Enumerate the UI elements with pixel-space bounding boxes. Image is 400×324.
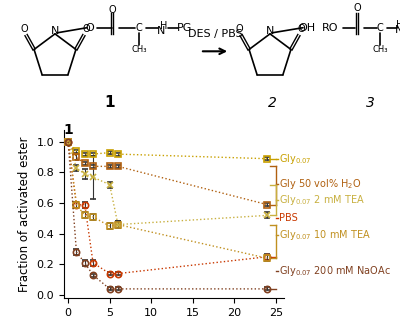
Text: N: N [157,26,165,36]
Text: OH: OH [298,23,316,33]
Text: H: H [396,20,400,29]
Text: N: N [266,26,274,36]
Text: Gly$_{0.07}$: Gly$_{0.07}$ [280,152,312,166]
Text: Gly$_{0.07}$ 10 mM TEA: Gly$_{0.07}$ 10 mM TEA [280,227,371,241]
Text: RO: RO [322,23,338,33]
Text: O: O [86,23,94,33]
Text: 2: 2 [268,96,276,110]
Text: N: N [51,26,59,36]
Text: Gly$_{0.07}$ 2 mM TEA: Gly$_{0.07}$ 2 mM TEA [280,193,365,207]
Text: N: N [395,25,400,35]
Text: PG: PG [177,23,193,33]
Text: 1: 1 [63,123,73,137]
Text: Gly$_{0.07}$ 200 mM NaOAc: Gly$_{0.07}$ 200 mM NaOAc [280,263,391,278]
Text: O: O [297,24,305,34]
Text: C: C [377,23,383,33]
Text: H: H [160,21,168,31]
Y-axis label: Fraction of activated ester: Fraction of activated ester [18,136,31,292]
Text: DES / PBS: DES / PBS [188,29,242,39]
Text: O: O [82,24,90,34]
Text: PBS: PBS [280,213,298,223]
Text: O: O [20,24,28,34]
Text: CH₃: CH₃ [372,45,388,54]
Text: O: O [353,3,361,13]
Text: 1: 1 [105,95,115,110]
Text: O: O [235,24,243,34]
Text: 1: 1 [105,95,115,110]
Text: Gly 50 vol% H$_2$O: Gly 50 vol% H$_2$O [280,177,362,191]
Text: C: C [136,23,142,33]
Text: O: O [108,5,116,15]
Text: CH₃: CH₃ [131,45,147,54]
Text: 3: 3 [366,96,374,110]
X-axis label: Time / h: Time / h [146,323,202,324]
